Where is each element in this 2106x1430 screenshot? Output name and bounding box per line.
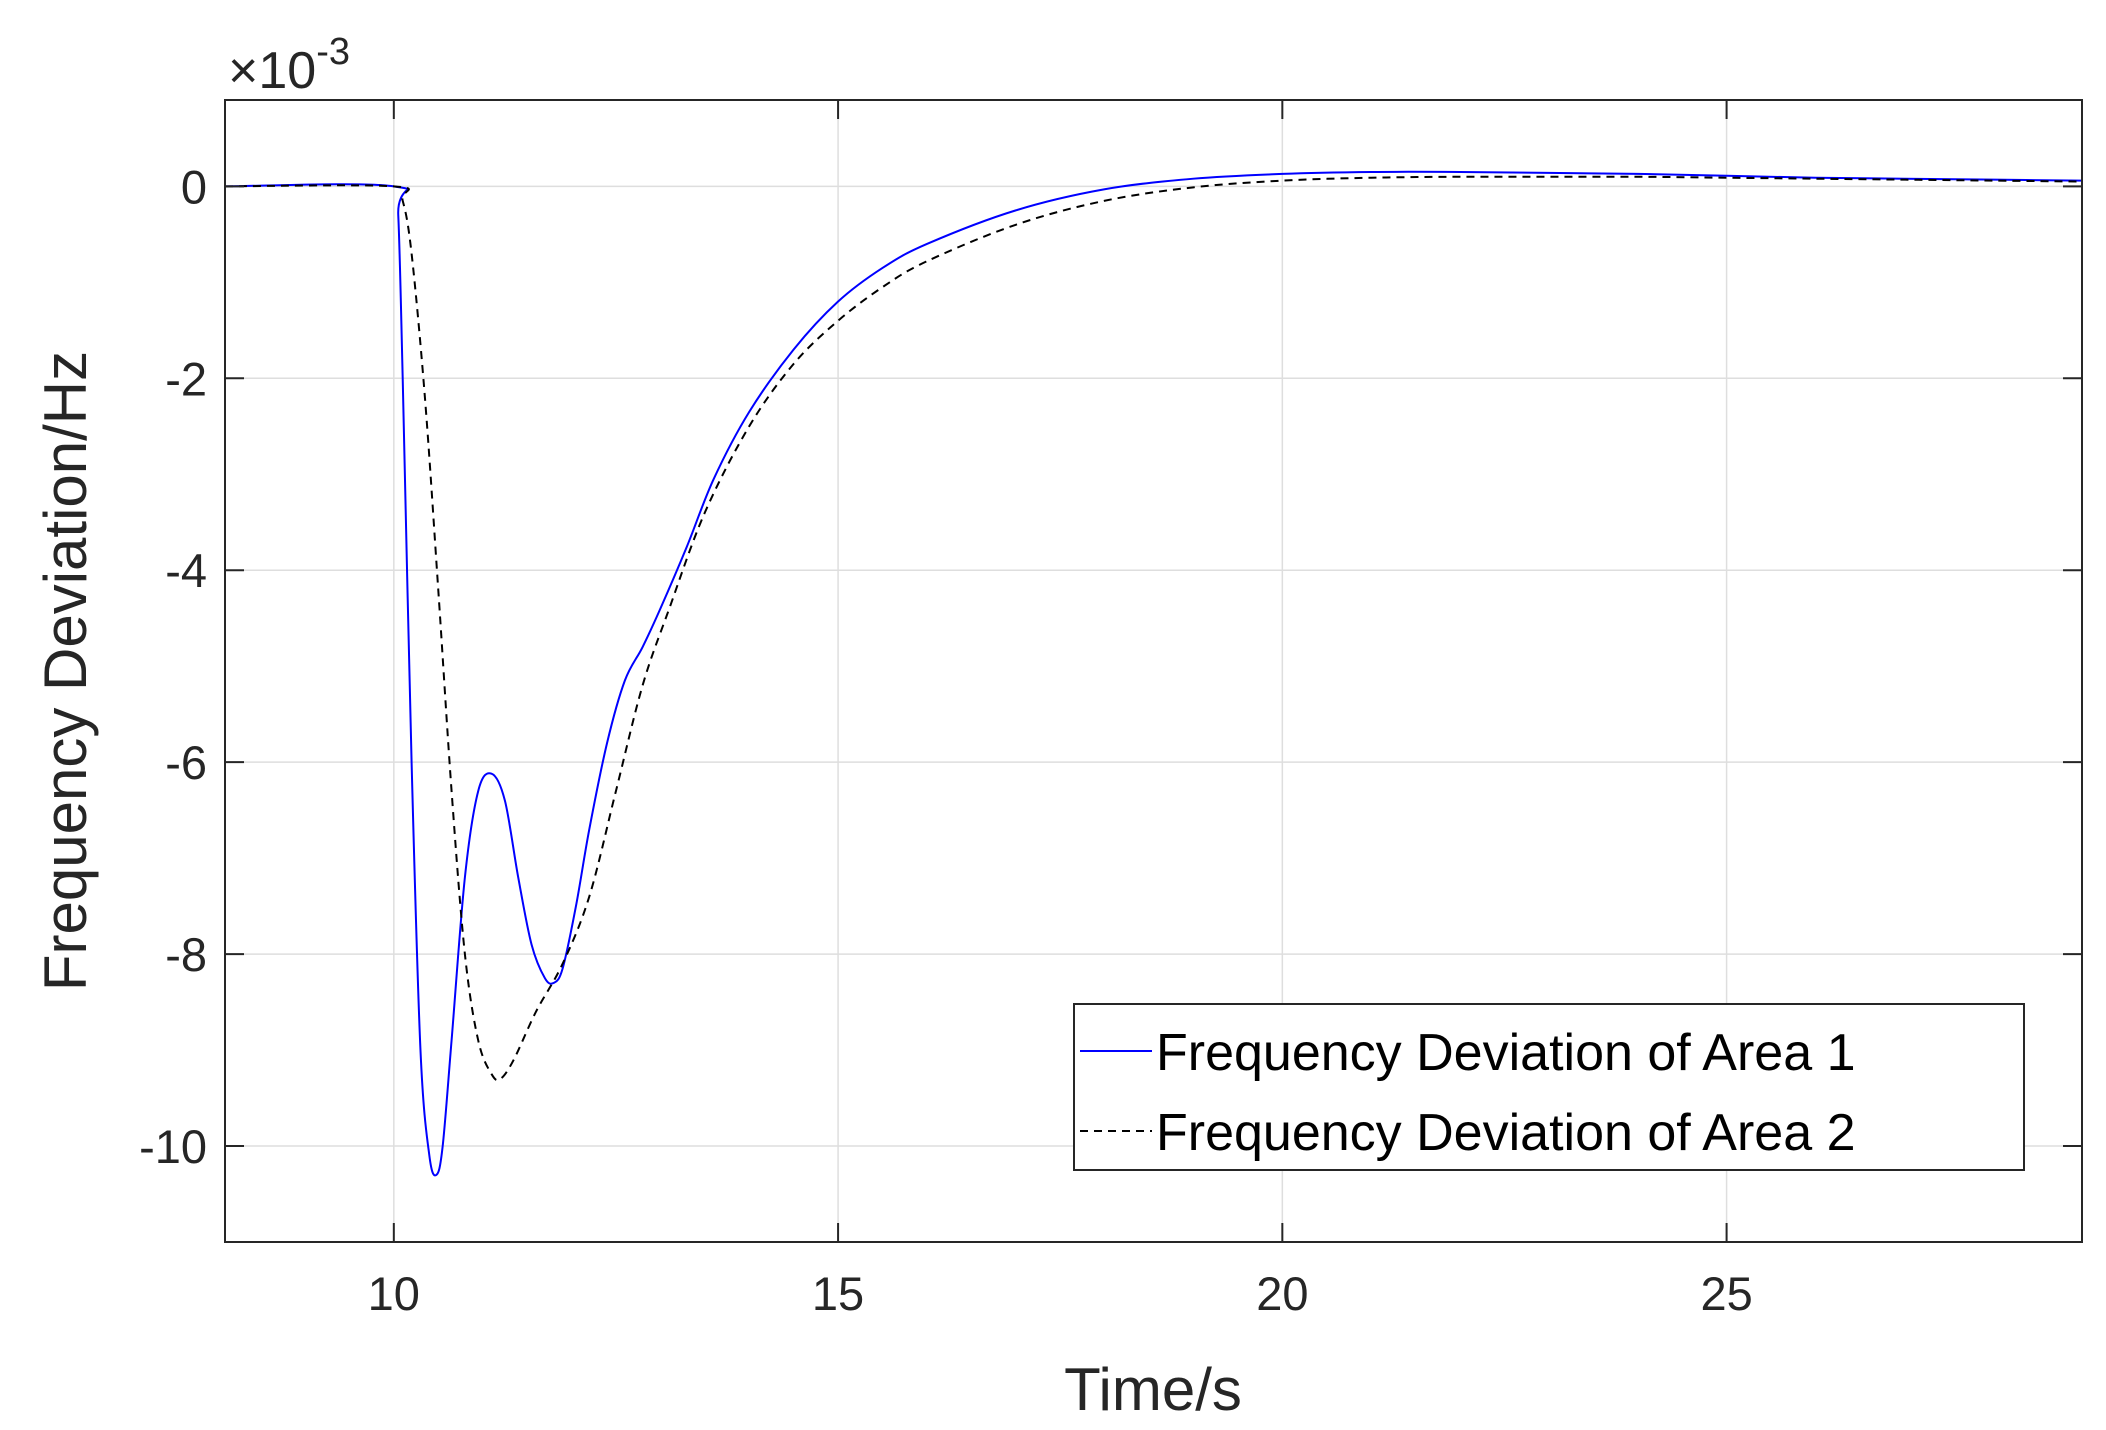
legend-label-series-1: Frequency Deviation of Area 1 bbox=[1156, 1024, 1856, 1082]
x-tick-label: 25 bbox=[1700, 1267, 1752, 1320]
y-tick-label: 0 bbox=[181, 160, 207, 213]
y-axis-title: Frequency Deviation/Hz bbox=[32, 351, 99, 991]
y-axis-multiplier-exponent: -3 bbox=[316, 31, 350, 73]
legend-label-series-2: Frequency Deviation of Area 2 bbox=[1156, 1104, 1856, 1162]
x-axis-title: Time/s bbox=[1064, 1356, 1242, 1423]
y-tick-label: -2 bbox=[165, 352, 207, 405]
x-tick-label: 15 bbox=[812, 1267, 864, 1320]
legend: Frequency Deviation of Area 1 Frequency … bbox=[1073, 1003, 2025, 1171]
plot-series bbox=[224, 170, 2083, 1177]
legend-box bbox=[1073, 1003, 2025, 1171]
y-axis-multiplier-base: ×10 bbox=[228, 42, 316, 100]
y-tick-label: -4 bbox=[165, 544, 207, 597]
x-tick-label: 20 bbox=[1256, 1267, 1308, 1320]
y-tick-label: -10 bbox=[139, 1120, 207, 1173]
series-1-line bbox=[224, 170, 2083, 1177]
x-tick-label: 10 bbox=[368, 1267, 420, 1320]
plot-area-border bbox=[224, 99, 2083, 1243]
axis-ticks: 10 15 20 25 0 -2 -4 -6 -8 -10 bbox=[139, 100, 2082, 1320]
y-tick-label: -8 bbox=[165, 928, 207, 981]
y-axis-multiplier: ×10-3 bbox=[228, 31, 350, 100]
y-tick-label: -6 bbox=[165, 736, 207, 789]
series-2-line bbox=[224, 175, 2083, 1082]
